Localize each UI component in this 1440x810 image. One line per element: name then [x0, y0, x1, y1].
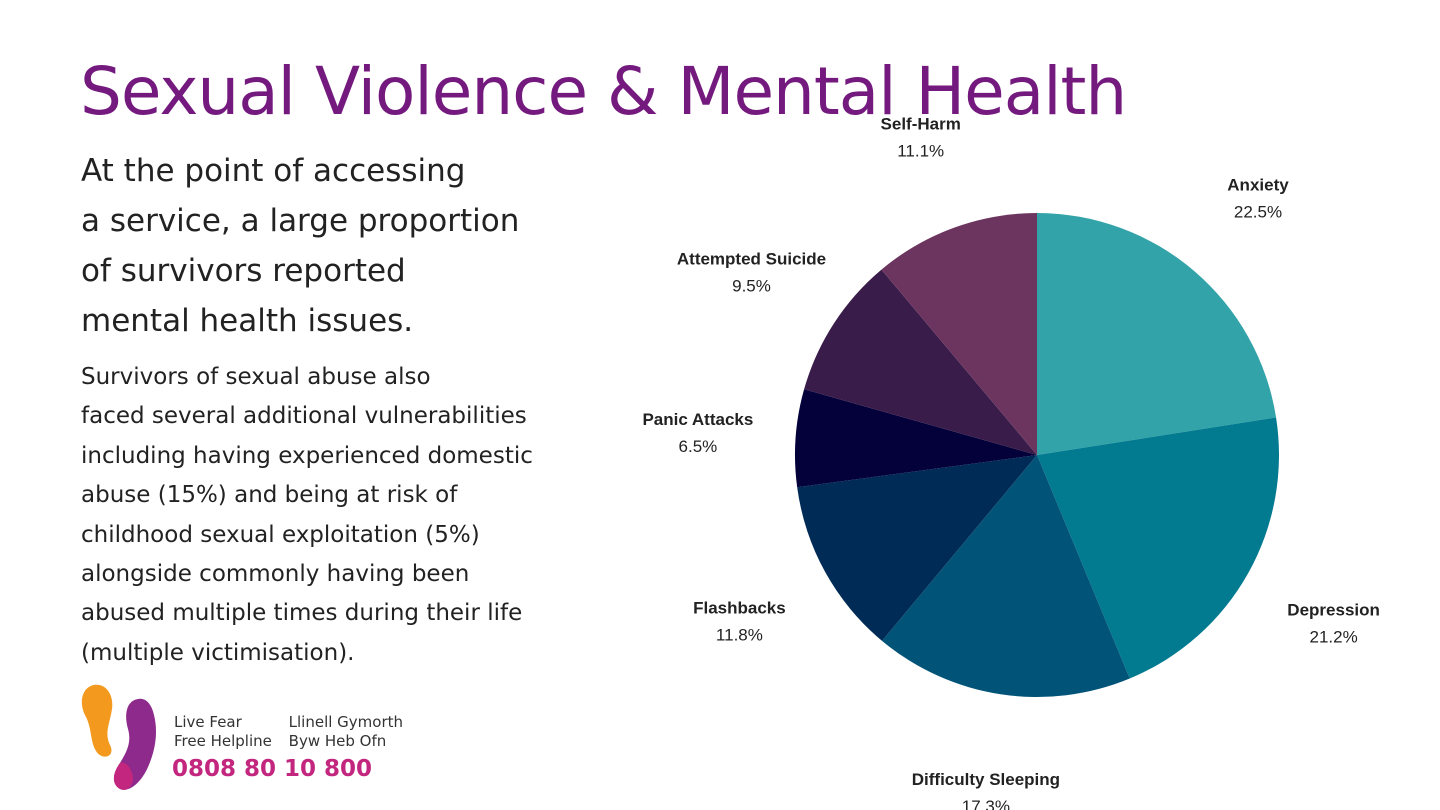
- pie-label-value: 17.3%: [962, 797, 1010, 810]
- body-line: abuse (15%) and being at risk of: [81, 482, 458, 509]
- pie-label-name: Anxiety: [1227, 176, 1289, 195]
- pie-label-value: 22.5%: [1234, 203, 1282, 222]
- body-line: including having experienced domestic: [81, 442, 533, 469]
- pie-label: Attempted Suicide 9.5%: [677, 249, 826, 295]
- body-line: abused multiple times during their life: [81, 600, 523, 627]
- pie-labels: Anxiety 22.5% Depression 21.2% Difficulty Sl…: [642, 115, 1379, 810]
- pie-label: Panic Attacks 6.5%: [642, 410, 753, 456]
- pie-slice-attempted-suicide: [804, 269, 1037, 455]
- body-line: faced several additional vulnerabilities: [81, 403, 527, 430]
- body-paragraph: Survivors of sexual abuse also faced sev…: [81, 358, 601, 673]
- helpline-name-cy-1: Llinell Gymorth: [288, 713, 404, 731]
- pie-label: Depression 21.2%: [1287, 600, 1380, 646]
- pie-label-value: 9.5%: [732, 276, 771, 295]
- pie-label-name: Self-Harm: [881, 115, 961, 134]
- pie-label-name: Depression: [1287, 600, 1380, 619]
- pie-label-name: Attempted Suicide: [677, 249, 826, 268]
- pie-label-name: Difficulty Sleeping: [912, 770, 1060, 789]
- pie-label-value: 21.2%: [1309, 627, 1357, 646]
- pie-label-value: 11.1%: [897, 142, 944, 161]
- helpline-name-en-1: Live Fear: [174, 713, 242, 731]
- pie-slice-depression: [1037, 417, 1279, 679]
- body-line: childhood sexual exploitation (5%): [81, 521, 480, 548]
- pie-label-value: 6.5%: [679, 437, 718, 456]
- body-line: (multiple victimisation).: [81, 639, 355, 666]
- pie-label: Anxiety 22.5%: [1227, 176, 1289, 222]
- pie-label-name: Panic Attacks: [642, 410, 753, 429]
- pie-slice-difficulty-sleeping: [882, 455, 1130, 697]
- helpline-logo-mark-icon: [81, 684, 156, 790]
- pie-slice-anxiety: [1037, 213, 1277, 455]
- lead-line: of survivors reported: [81, 253, 406, 289]
- helpline-name-en-2: Free Helpline: [174, 732, 272, 750]
- helpline-name: Live Fear Free Helpline Llinell Gymorth …: [174, 713, 415, 751]
- lead-line: At the point of accessing: [81, 153, 466, 189]
- body-line: alongside commonly having been: [81, 561, 470, 588]
- body-line: Survivors of sexual abuse also: [81, 364, 431, 390]
- pie-slice-self-harm: [881, 213, 1037, 455]
- pie-slice-flashbacks: [797, 455, 1037, 641]
- lead-line: mental health issues.: [81, 303, 414, 339]
- lead-line: a service, a large proportion: [81, 203, 520, 239]
- helpline-logo: Live Fear Free Helpline Llinell Gymorth …: [80, 683, 420, 793]
- pie-label: Self-Harm 11.1%: [881, 115, 961, 161]
- pie-slice-panic-attacks: [794, 389, 1037, 488]
- lead-paragraph: At the point of accessing a service, a l…: [81, 146, 581, 346]
- pie-label-value: 11.8%: [716, 625, 763, 644]
- pie-slices: [794, 213, 1279, 697]
- helpline-phone-number: 0808 80 10 800: [172, 756, 373, 782]
- page-title: Sexual Violence & Mental Health: [80, 53, 1127, 130]
- pie-label: Flashbacks 11.8%: [693, 598, 786, 644]
- pie-label-name: Flashbacks: [693, 598, 786, 617]
- pie-label: Difficulty Sleeping 17.3%: [912, 770, 1060, 810]
- helpline-name-cy-2: Byw Heb Ofn: [288, 732, 387, 750]
